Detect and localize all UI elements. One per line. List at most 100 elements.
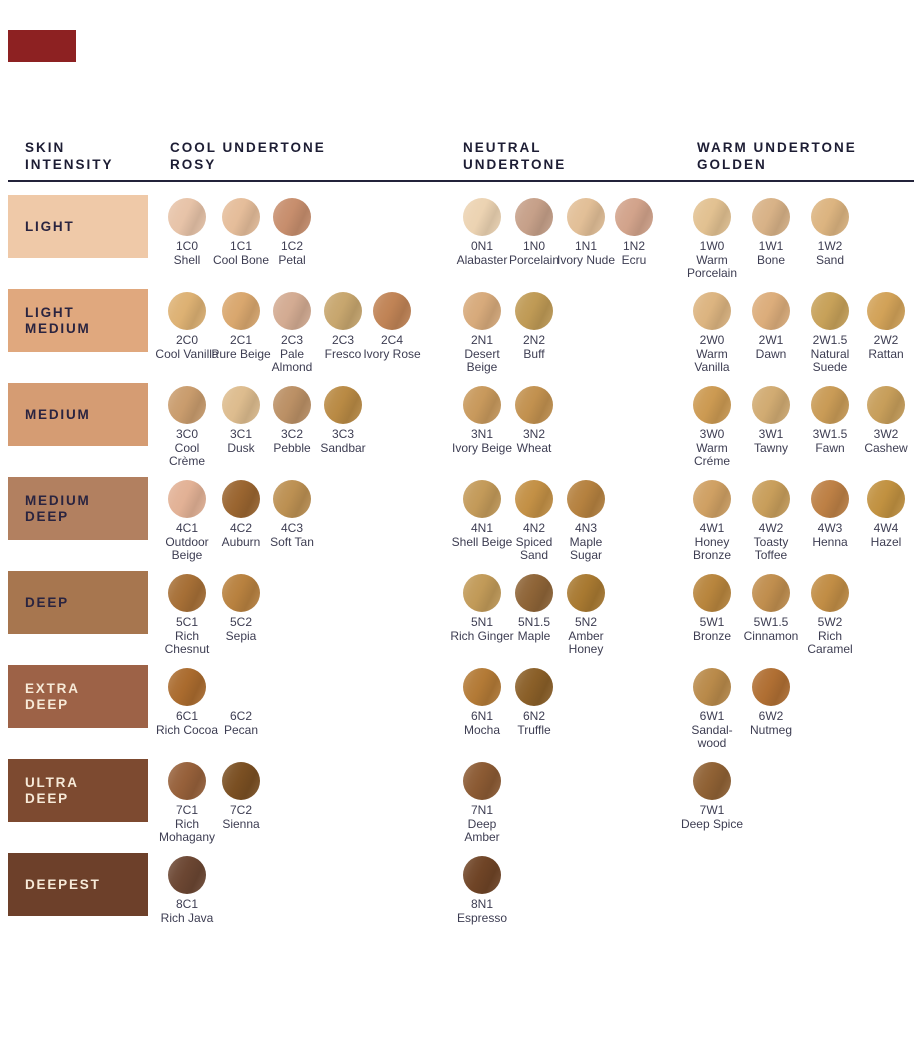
- shade-label: 1N1 Ivory Nude: [554, 239, 618, 267]
- shade-code: 3C1: [229, 427, 252, 441]
- shade-name: Cool Bone: [212, 252, 270, 267]
- shade-code: 4C2: [229, 521, 252, 535]
- shade-code: 4C3: [280, 521, 303, 535]
- shade-swatch: [222, 292, 260, 330]
- shade-code: 4N3: [574, 521, 597, 535]
- shade-swatch: [273, 198, 311, 236]
- shade-code: 4N1: [470, 521, 493, 535]
- shade-code: 3W1: [758, 427, 784, 441]
- shade-label: 6N2 Truffle: [502, 709, 566, 737]
- shade-name: Outdoor Beige: [165, 534, 209, 562]
- shade-name: Ivory Nude: [556, 252, 616, 267]
- shade-label: 7C1 Rich Mohagany: [155, 803, 219, 845]
- shade-swatch: [811, 198, 849, 236]
- shade-name: Sandbar: [320, 440, 366, 455]
- shade-code: 2C3: [331, 333, 354, 347]
- shade-swatch: [515, 386, 553, 424]
- intensity-box: MEDIUM: [8, 383, 148, 446]
- shade-code: 2N1: [470, 333, 493, 347]
- shade-label: 5W1 Bronze: [680, 615, 744, 643]
- shade-label: 3W1.5 Fawn: [798, 427, 862, 455]
- shade-label: 8C1 Rich Java: [155, 897, 219, 925]
- shade-swatch: [168, 198, 206, 236]
- shade-swatch: [373, 292, 411, 330]
- shade-swatch: [515, 480, 553, 518]
- shade-name: Ivory Rose: [363, 346, 421, 361]
- shade-name: Maple: [517, 628, 551, 643]
- shade-name: Dusk: [227, 440, 255, 455]
- shade-name: Rich Ginger: [450, 628, 514, 643]
- shade-swatch: [463, 198, 501, 236]
- shade-swatch: [463, 856, 501, 894]
- shade-label: 3C2 Pebble: [260, 427, 324, 455]
- shade-label: 5C1 Rich Chesnut: [155, 615, 219, 657]
- shade-code: 4W1: [699, 521, 725, 535]
- shade-code: 3N1: [470, 427, 493, 441]
- shade-swatch: [168, 292, 206, 330]
- shade-swatch: [693, 480, 731, 518]
- shade-name: Tawny: [753, 440, 788, 455]
- shade-code: 3C3: [331, 427, 354, 441]
- shade-label: 3N1 Ivory Beige: [450, 427, 514, 455]
- shade-label: 2W2 Rattan: [854, 333, 918, 361]
- shade-swatch: [273, 480, 311, 518]
- shade-name: Warm Porcelain: [686, 252, 738, 280]
- shade-name: Hazel: [870, 534, 902, 549]
- shade-name: Toasty Toffee: [753, 534, 789, 562]
- shade-name: Spiced Sand: [515, 534, 553, 562]
- shade-swatch: [222, 386, 260, 424]
- shade-label: 5N1.5 Maple: [502, 615, 566, 643]
- shade-name: Bronze: [692, 628, 732, 643]
- shade-code: 1W2: [817, 239, 843, 253]
- shade-swatch: [693, 386, 731, 424]
- shade-label: 2W1.5 Natural Suede: [798, 333, 862, 375]
- shade-name: Rich Caramel: [807, 628, 853, 656]
- shade-label: 4C1 Outdoor Beige: [155, 521, 219, 563]
- shade-code: 5W2: [817, 615, 843, 629]
- shade-name: Pecan: [223, 722, 259, 737]
- shade-code: 5N1.5: [517, 615, 551, 629]
- shade-name: Petal: [278, 252, 306, 267]
- shade-name: Alabaster: [456, 252, 508, 267]
- shade-name: Pure Beige: [211, 346, 271, 361]
- shade-swatch: [515, 198, 553, 236]
- shade-code: 6W1: [699, 709, 725, 723]
- intensity-row-label: EXTRA DEEP: [25, 680, 80, 712]
- shade-label: 4W2 Toasty Toffee: [739, 521, 803, 563]
- shade-name: Amber Honey: [568, 628, 604, 656]
- shade-code: 4W4: [873, 521, 899, 535]
- shade-label: 6W1 Sandal-wood: [680, 709, 744, 751]
- shade-swatch: [168, 668, 206, 706]
- shade-swatch: [168, 762, 206, 800]
- shade-swatch: [693, 668, 731, 706]
- shade-swatch: [752, 198, 790, 236]
- shade-label: 4N1 Shell Beige: [450, 521, 514, 549]
- shade-name: Dawn: [755, 346, 787, 361]
- shade-swatch: [693, 574, 731, 612]
- shade-code: 5W1: [699, 615, 725, 629]
- shade-swatch: [693, 198, 731, 236]
- shade-code: 5N2: [574, 615, 597, 629]
- shade-label: 1N2 Ecru: [602, 239, 666, 267]
- shade-name: Wheat: [516, 440, 552, 455]
- intensity-box: LIGHT MEDIUM: [8, 289, 148, 352]
- shade-name: Ivory Beige: [451, 440, 513, 455]
- shade-name: Shell: [173, 252, 201, 267]
- shade-name: Maple Sugar: [569, 534, 603, 562]
- shade-swatch: [752, 574, 790, 612]
- shade-name: Mocha: [463, 722, 501, 737]
- shade-code: 5W1.5: [753, 615, 789, 629]
- shade-code: 7C1: [175, 803, 198, 817]
- shade-name: Nutmeg: [749, 722, 793, 737]
- shade-name: Deep Spice: [680, 816, 744, 831]
- shade-name: Pale Almond: [271, 346, 313, 374]
- shade-name: Cool Vanilla: [155, 346, 219, 361]
- shade-code: 7C2: [229, 803, 252, 817]
- shade-name: Rich Chesnut: [164, 628, 210, 656]
- shade-name: Pebble: [273, 440, 311, 455]
- column-header-skin-intensity: SKIN INTENSITY: [25, 140, 114, 172]
- shade-code: 8N1: [470, 897, 493, 911]
- intensity-row-label: DEEPEST: [25, 876, 101, 892]
- shade-label: 3W2 Cashew: [854, 427, 918, 455]
